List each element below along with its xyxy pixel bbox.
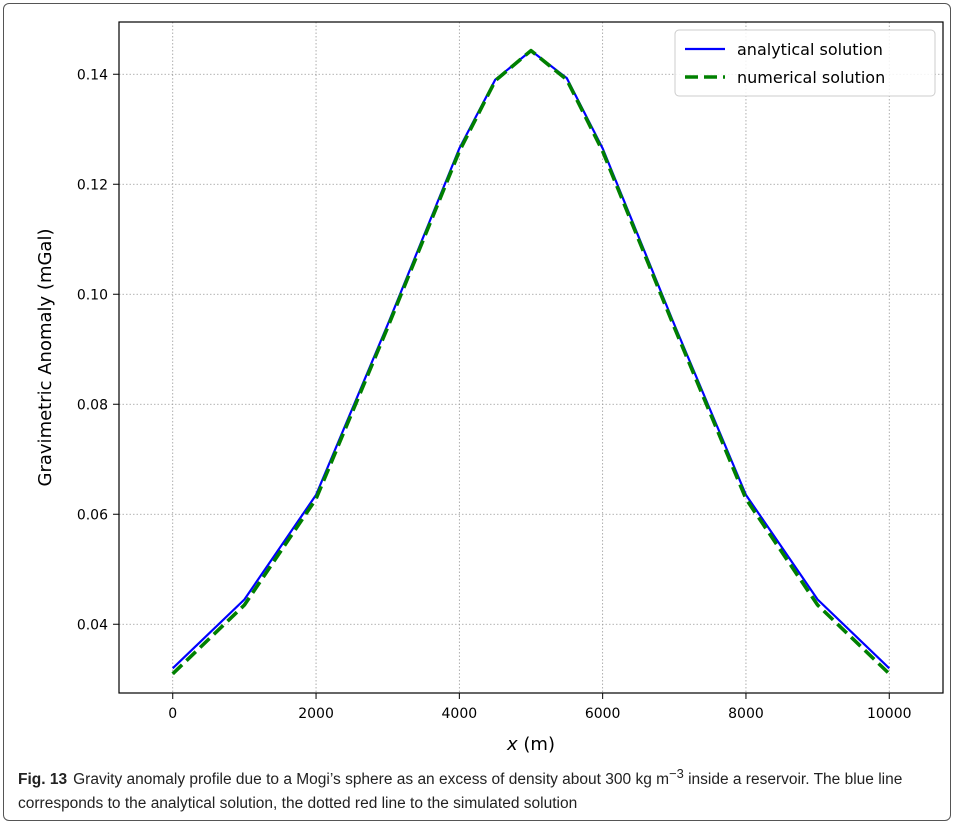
figure-caption: Fig. 13 Gravity anomaly profile due to a … bbox=[18, 762, 943, 816]
figure-frame bbox=[3, 3, 951, 821]
x-tick-label: 6000 bbox=[585, 706, 621, 722]
legend: analytical solution numerical solution bbox=[674, 29, 936, 97]
grid bbox=[119, 22, 943, 693]
chart: 0 2000 4000 6000 8000 10000 0.04 0.06 0.08 0.10 0.… bbox=[35, 21, 944, 755]
caption-superscript: −3 bbox=[669, 766, 684, 781]
y-tick-label: 0.08 bbox=[77, 397, 108, 413]
x-tick-label: 0 bbox=[168, 706, 177, 722]
y-tick-label: 0.06 bbox=[77, 507, 108, 523]
y-tick-label: 0.04 bbox=[77, 617, 108, 633]
legend-label-analytical: analytical solution bbox=[737, 40, 883, 59]
numerical-solution-line bbox=[171, 48, 891, 676]
caption-label: Fig. 13 bbox=[18, 771, 68, 789]
x-tick-label: 10000 bbox=[867, 706, 912, 722]
caption-text-before: Gravity anomaly profile due to a Mogi’s … bbox=[73, 771, 670, 789]
ticks: 0 2000 4000 6000 8000 10000 0.04 0.06 0.08 0.10 0.… bbox=[77, 67, 912, 722]
series-layer bbox=[171, 48, 891, 676]
analytical-solution-line bbox=[171, 49, 891, 670]
x-axis-title-text: x (m) bbox=[506, 734, 555, 755]
x-tick-label: 8000 bbox=[728, 706, 764, 722]
y-tick-label: 0.14 bbox=[77, 67, 108, 83]
y-axis-title: Gravimetric Anomaly (mGal) bbox=[35, 229, 56, 487]
y-tick-label: 0.12 bbox=[77, 177, 108, 193]
x-tick-label: 2000 bbox=[298, 706, 334, 722]
y-tick-label: 0.10 bbox=[77, 287, 108, 303]
plot-frame bbox=[118, 21, 944, 694]
x-axis-title: x (m) bbox=[506, 734, 555, 755]
caption-text-after: inside a reservoir. The blue line corres… bbox=[18, 771, 903, 813]
x-tick-label: 4000 bbox=[442, 706, 478, 722]
legend-box bbox=[674, 29, 936, 97]
legend-label-numerical: numerical solution bbox=[737, 68, 885, 87]
